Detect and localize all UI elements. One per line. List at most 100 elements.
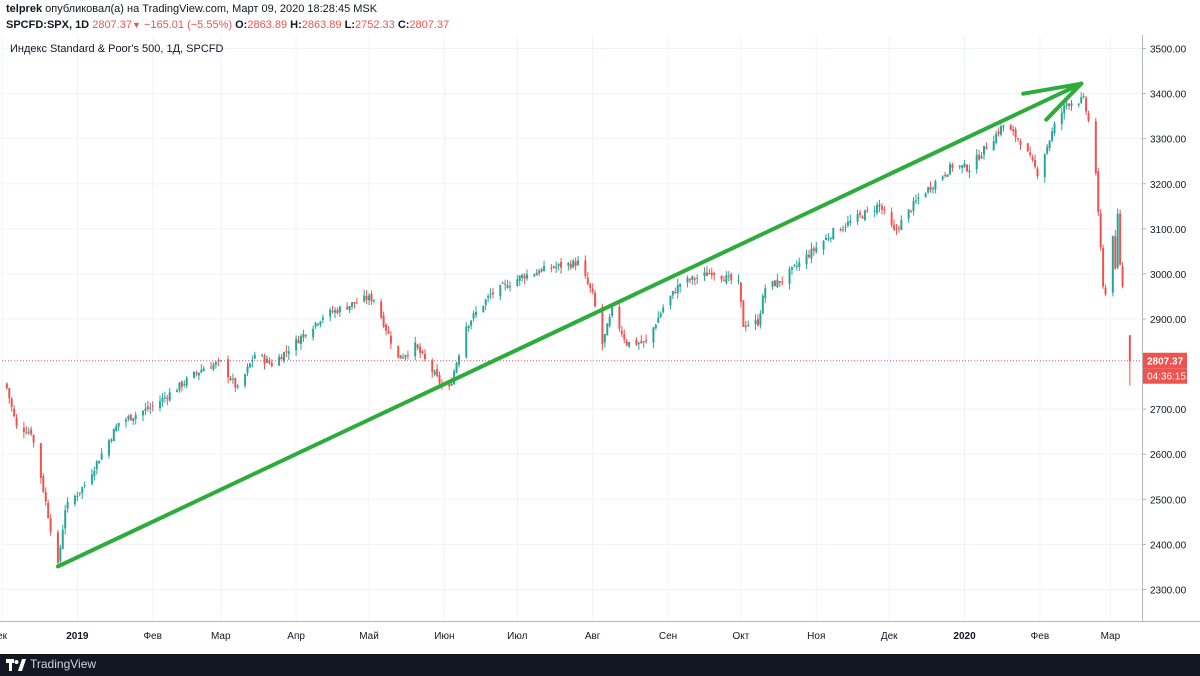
candle-body [710, 272, 713, 276]
candle-body [1063, 105, 1066, 114]
candle-body [73, 496, 76, 505]
candle-body [876, 205, 879, 214]
tradingview-brand[interactable]: TradingView [30, 657, 97, 671]
candle-body [759, 313, 762, 326]
candle-body [1114, 236, 1117, 269]
candle-body [5, 383, 8, 389]
candle-body [628, 341, 631, 347]
candle-body [353, 302, 356, 304]
candle-body [506, 285, 509, 288]
candle-body [270, 362, 273, 367]
candle-body [180, 381, 183, 387]
candle-body [363, 295, 366, 302]
x-tick-label: Ноя [807, 631, 825, 642]
candle-body [144, 408, 147, 411]
trend-arrow-head-top [1021, 81, 1084, 96]
y-tick-label: 2900.00 [1150, 315, 1187, 326]
candle-body [1014, 129, 1017, 138]
candle-body [910, 210, 913, 212]
candle-body [526, 274, 529, 279]
candle-body [657, 317, 660, 323]
candle-body [365, 295, 368, 300]
candle-body [586, 277, 589, 284]
candle-body [282, 352, 285, 362]
candle-body [883, 209, 886, 211]
candle-body [555, 266, 558, 269]
candle-body [737, 280, 740, 282]
candle-body [346, 306, 349, 310]
candle-body [1082, 96, 1085, 98]
candle-body [304, 335, 307, 337]
candle-body [455, 363, 458, 373]
candle-body [929, 186, 932, 191]
candle-body [465, 326, 468, 358]
candle-body [620, 330, 623, 334]
candle-body [727, 275, 730, 277]
candle-body [842, 228, 845, 230]
candle-body [227, 359, 230, 378]
y-tick-label: 2700.00 [1150, 405, 1187, 416]
price-chart[interactable]: 2300.002400.002500.002600.002700.002800.… [0, 35, 1200, 655]
candle-body [474, 311, 477, 315]
candle-body [951, 164, 954, 168]
candle-body [402, 357, 405, 359]
low-label: L: [344, 19, 355, 31]
candle-body [603, 333, 606, 343]
candle-body [81, 487, 84, 493]
candle-body [351, 302, 354, 307]
high-value: 2863.89 [301, 19, 342, 31]
candle-body [64, 510, 67, 529]
candle-body [1046, 146, 1049, 154]
candle-body [978, 154, 981, 160]
candle-body [1036, 168, 1039, 177]
candle-body [781, 281, 784, 283]
candle-body [76, 495, 79, 497]
symbol-name: SPCFD:SPX, 1D [6, 19, 90, 31]
x-tick-label: Фев [1031, 631, 1049, 642]
x-tick-label: 2019 [66, 631, 89, 642]
candle-body [115, 426, 118, 432]
candle-body [280, 356, 283, 360]
candle-body [501, 282, 504, 284]
close-label: C: [397, 19, 410, 31]
candle-body [793, 264, 796, 266]
candle-body [158, 401, 161, 408]
candle-body [829, 238, 832, 240]
candle-body [1080, 97, 1083, 103]
candle-body [100, 453, 103, 460]
candle-body [927, 187, 930, 193]
candle-body [95, 461, 98, 470]
tradingview-logo-icon[interactable] [6, 658, 26, 672]
candle-body [516, 279, 519, 287]
candle-body [679, 283, 682, 287]
candle-body [338, 306, 341, 313]
candle-body [754, 320, 757, 325]
author-name[interactable]: telprek [6, 3, 43, 15]
candle-body [42, 476, 45, 492]
candle-body [253, 354, 256, 359]
chart-frame[interactable]: 2300.002400.002500.002600.002700.002800.… [0, 35, 1200, 655]
candle-body [1000, 126, 1003, 135]
y-tick-label: 3400.00 [1150, 90, 1187, 101]
candle-body [907, 209, 910, 219]
candle-body [268, 360, 271, 363]
candle-body [489, 294, 492, 296]
candle-body [438, 374, 441, 384]
candle-body [1012, 129, 1015, 132]
candle-body [625, 340, 628, 346]
candle-body [295, 338, 298, 351]
candle-body [980, 156, 983, 159]
candle-body [214, 362, 217, 365]
publish-info: telprek опубликовал(а) на TradingView.co… [6, 3, 377, 15]
candle-body [742, 300, 745, 327]
y-tick-label: 2300.00 [1150, 585, 1187, 596]
candle-body [263, 355, 266, 364]
candle-body [705, 272, 708, 277]
candle-body [997, 131, 1000, 134]
candle-body [686, 277, 689, 283]
candle-body [355, 302, 358, 304]
candle-body [193, 371, 196, 378]
candle-body [691, 276, 694, 280]
candle-body [151, 405, 154, 407]
candle-body [983, 145, 986, 155]
